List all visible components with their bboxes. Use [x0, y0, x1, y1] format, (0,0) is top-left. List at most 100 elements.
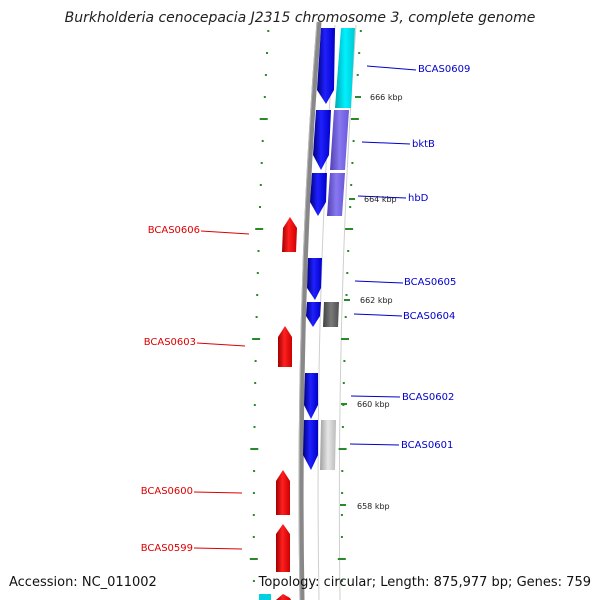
ruler-ring-tick	[340, 580, 343, 582]
ruler-ring-tick	[345, 228, 354, 230]
ruler-ring-tick	[346, 272, 349, 274]
inner-ring-tick	[250, 448, 259, 450]
inner-ring-tick	[261, 140, 264, 142]
inner-ring-tick	[259, 206, 261, 208]
figure-title: Burkholderia cenocepacia J2315 chromosom…	[64, 10, 536, 26]
inner-ring-tick	[264, 74, 267, 76]
inner-ring-tick	[252, 492, 255, 494]
inner-ring-tick	[253, 426, 256, 428]
ruler-ring-tick	[356, 74, 359, 76]
genome-stats: Topology: circular; Length: 875,977 bp; …	[258, 575, 591, 590]
gene-label-bcas0603: BCAS0603	[144, 337, 196, 348]
gene-label-bcas0602: BCAS0602	[402, 392, 454, 403]
backbone-highlight	[298, 21, 318, 600]
inner-ring-tick	[254, 382, 257, 384]
ruler-ring-tick	[341, 492, 344, 494]
gene-label-bcas0604: BCAS0604	[403, 311, 455, 322]
inner-ring-tick	[252, 514, 255, 516]
inner-ring-tick	[263, 96, 266, 98]
inner-ring-tick	[252, 338, 261, 340]
cds-forward-bcas0601	[303, 420, 318, 470]
gene-label-bcas0601: BCAS0601	[401, 440, 453, 451]
ruler-labels: 666 kbp 664 kbp 662 kbp 660 kbp 658 kbp	[340, 93, 403, 511]
ruler-tick-ring	[337, 30, 362, 582]
ruler-ring-tick	[343, 360, 346, 362]
cog-track	[320, 28, 355, 470]
ruler-label-658: 658 kbp	[357, 502, 390, 511]
ruler-ring-tick	[350, 184, 353, 186]
cds-forward-hbd	[310, 173, 327, 216]
ruler-ring-tick	[347, 250, 350, 252]
gene-label-bcas0599: BCAS0599	[141, 543, 193, 554]
ruler-ring-tick	[358, 52, 361, 54]
inner-tick-ring	[249, 30, 270, 582]
reverse-cds-track	[259, 217, 297, 600]
inner-ring-tick	[254, 360, 257, 362]
length-label: Length:	[380, 575, 430, 590]
cog-block-bcas0609	[335, 28, 355, 108]
ruler-label-666: 666 kbp	[370, 93, 403, 102]
ruler-ring-tick	[351, 162, 354, 164]
inner-ring-tick	[260, 162, 263, 164]
inner-ring-tick	[252, 536, 255, 538]
inner-ring-tick	[256, 294, 259, 296]
inner-ring-tick	[256, 272, 259, 274]
callout-line-bcas0605	[354, 280, 404, 284]
length-value: 875,977 bp	[433, 575, 509, 590]
cog-block-bcas0601	[320, 420, 336, 470]
cds-reverse-bcas0603	[278, 326, 292, 367]
inner-ring-tick	[267, 30, 270, 32]
callout-line-bcas0609	[366, 65, 417, 71]
inner-ring-tick	[266, 52, 268, 54]
reverse-gene-labels: BCAS0606 BCAS0603 BCAS0600 BCAS0599	[141, 225, 250, 554]
ruler-ring-tick	[340, 536, 343, 538]
ruler-ring-tick	[341, 470, 344, 472]
genes-label: Genes:	[516, 575, 563, 590]
cds-reverse-partial	[276, 594, 291, 600]
cds-reverse-bcas0599	[276, 524, 290, 572]
cds-forward-bcas0609	[317, 28, 335, 104]
ruler-ring-tick	[341, 426, 344, 428]
forward-gene-labels: BCAS0609 bktB hbD BCAS0605 BCAS0604 BCAS…	[349, 64, 470, 451]
ruler-ring-tick	[342, 382, 345, 384]
cds-forward-bktb	[313, 110, 331, 170]
ruler-ring-tick	[349, 206, 352, 208]
callout-line-bcas0603	[196, 342, 246, 347]
ruler-label-660: 660 kbp	[357, 400, 390, 409]
ruler-ring-tick	[352, 140, 355, 142]
ruler-label-664: 664 kbp	[364, 195, 397, 204]
cog-block-bcas0604	[323, 302, 339, 327]
ruler-ring-tick	[338, 448, 347, 450]
ruler-ring-tick	[345, 294, 348, 296]
ruler-ring-tick	[341, 338, 349, 340]
cds-reverse-bcas0600	[276, 470, 290, 515]
gene-label-bktb: bktB	[412, 139, 435, 150]
inner-ring-tick	[253, 404, 256, 406]
inner-ring-tick	[249, 558, 258, 560]
cog-block-bktb	[330, 110, 349, 170]
callout-line-bcas0606	[200, 230, 250, 235]
genes-value: 759	[566, 575, 591, 590]
cds-forward-bcas0605	[307, 258, 322, 300]
inner-ring-tick	[253, 470, 256, 472]
ruler-ring-tick	[359, 30, 362, 32]
callout-line-hbd	[357, 195, 407, 199]
inner-ring-tick	[259, 184, 262, 186]
cds-forward-bcas0602	[304, 373, 318, 419]
accession-label: Accession:	[9, 575, 78, 590]
cog-block-hbd	[327, 173, 345, 216]
callout-line-bcas0600	[193, 491, 243, 494]
gene-label-bcas0609: BCAS0609	[418, 64, 470, 75]
inner-ring-tick	[255, 316, 258, 318]
callout-line-bcas0601	[349, 443, 400, 446]
gene-label-bcas0605: BCAS0605	[404, 277, 456, 288]
gene-label-bcas0606: BCAS0606	[148, 225, 200, 236]
ruler-label-662: 662 kbp	[360, 296, 393, 305]
inner-ring-tick	[255, 228, 264, 230]
backbone-arc	[298, 21, 322, 600]
ruler-ring-tick	[350, 118, 359, 120]
ruler-ring-tick	[340, 514, 343, 516]
ruler-ring-tick	[337, 558, 346, 560]
topology-label: Topology:	[258, 575, 320, 590]
